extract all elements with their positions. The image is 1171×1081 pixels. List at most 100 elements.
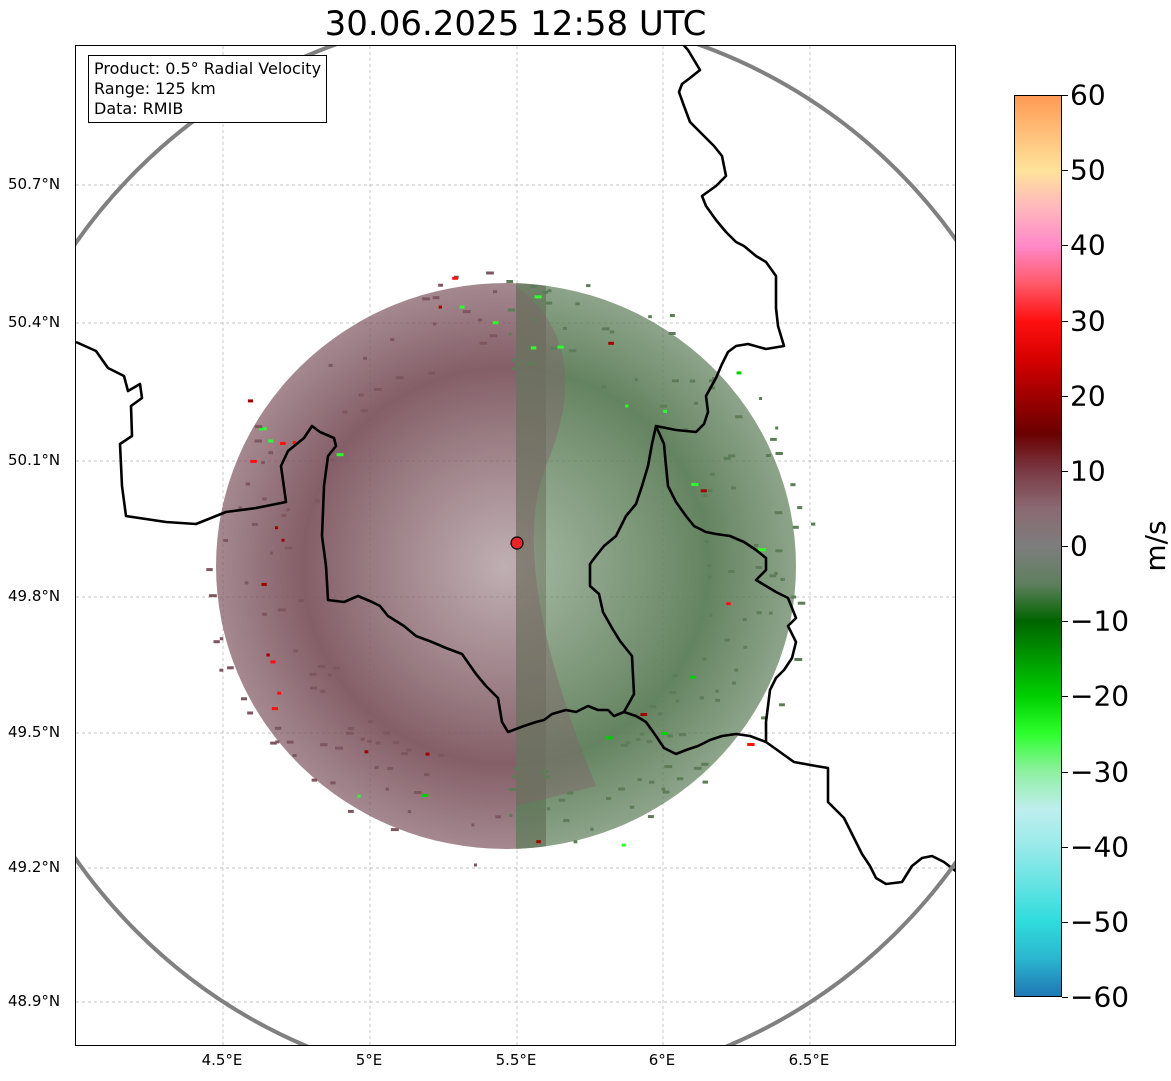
- echo-speckle: [438, 283, 443, 287]
- colorbar-unit-label: m/s: [1139, 520, 1171, 572]
- echo-speckle: [213, 640, 220, 644]
- echo-speckle: [428, 371, 436, 375]
- radar-map[interactable]: [75, 45, 956, 1046]
- colorbar-tick: [1062, 320, 1068, 322]
- echo-speckle: [797, 506, 803, 510]
- echo-speckle: [754, 544, 759, 547]
- echo-speckle: [735, 415, 743, 419]
- echo-speckle: [335, 746, 344, 750]
- echo-speckle: [385, 787, 390, 791]
- echo-speckle: [662, 790, 670, 794]
- colorbar-tick-label: 20: [1070, 379, 1106, 413]
- echo-speckle: [775, 549, 783, 553]
- echo-speckle: [515, 363, 521, 366]
- echo-speckle: [280, 441, 286, 445]
- lon-tick-label: 5°E: [355, 1051, 383, 1069]
- lat-tick-label: 50.7°N: [8, 175, 61, 193]
- colorbar-tick: [1062, 170, 1068, 172]
- echo-speckle: [318, 664, 326, 668]
- colorbar-tick: [1062, 621, 1068, 623]
- radar-site-marker[interactable]: [510, 536, 524, 550]
- echo-speckle: [315, 499, 320, 503]
- lon-tick-label: 6°E: [648, 1051, 676, 1069]
- echo-speckle: [512, 775, 517, 779]
- echo-speckle: [493, 290, 498, 294]
- echo-speckle: [479, 341, 488, 345]
- echo-speckle: [621, 843, 626, 847]
- echo-speckle: [530, 346, 537, 350]
- echo-speckle: [562, 326, 567, 330]
- echo-speckle: [277, 691, 282, 695]
- echo-speckle: [532, 318, 537, 322]
- echo-speckle: [669, 314, 675, 317]
- echo-speckle: [327, 673, 332, 677]
- echo-speckle: [675, 699, 680, 703]
- echo-speckle: [723, 456, 731, 460]
- colorbar-tick-label: −20: [1070, 679, 1130, 713]
- echo-speckle: [693, 401, 699, 405]
- echo-speckle: [383, 731, 391, 735]
- echo-speckle: [425, 752, 430, 756]
- echo-speckle: [701, 762, 709, 766]
- echo-speckle: [636, 738, 641, 741]
- echo-speckle: [601, 385, 607, 389]
- echo-speckle: [780, 577, 785, 581]
- colorbar-tick-label: 30: [1070, 304, 1106, 337]
- echo-speckle: [637, 778, 642, 782]
- echo-speckle: [266, 653, 270, 657]
- echo-speckle: [530, 285, 537, 289]
- echo-speckle: [336, 453, 344, 457]
- echo-speckle: [586, 284, 591, 288]
- echo-speckle: [330, 458, 335, 462]
- echo-speckle: [286, 740, 294, 744]
- echo-speckle: [704, 540, 709, 544]
- echo-speckle: [661, 731, 669, 735]
- echo-speckle: [768, 611, 773, 615]
- echo-speckle: [774, 572, 778, 576]
- echo-speckle: [387, 766, 393, 770]
- echo-speckle: [258, 427, 267, 431]
- echo-speckle: [590, 827, 594, 831]
- echo-speckle: [247, 711, 253, 715]
- echo-speckle: [731, 681, 737, 685]
- colorbar-tick: [1062, 846, 1068, 848]
- echo-speckle: [639, 732, 645, 736]
- echo-speckle: [241, 697, 247, 701]
- echo-speckle: [545, 301, 553, 305]
- echo-speckle: [679, 733, 687, 737]
- echo-speckle: [775, 452, 783, 455]
- echo-speckle: [712, 377, 717, 381]
- echo-speckle: [452, 276, 458, 280]
- echo-speckle: [710, 472, 715, 476]
- echo-speckle: [726, 602, 731, 606]
- echo-speckle: [292, 754, 297, 757]
- echo-speckle: [208, 594, 217, 598]
- echo-speckle: [526, 362, 535, 365]
- echo-speckle: [367, 739, 372, 743]
- echo-speckle: [292, 441, 297, 444]
- echo-speckle: [406, 748, 412, 752]
- echo-speckle: [546, 807, 551, 811]
- echo-speckle: [508, 787, 517, 791]
- echo-speckle: [743, 645, 748, 649]
- echo-speckle: [277, 608, 286, 612]
- echo-speckle: [702, 780, 708, 784]
- echo-speckle: [757, 548, 766, 552]
- colorbar-tick: [1062, 95, 1068, 96]
- echo-speckle: [254, 439, 262, 443]
- range-label: Range: 125 km: [94, 79, 216, 98]
- echo-speckle: [474, 863, 477, 867]
- colorbar-tick: [1062, 245, 1068, 247]
- echo-speckle: [478, 318, 483, 322]
- echo-speckle: [756, 611, 762, 615]
- echo-speckle: [657, 712, 662, 716]
- lon-tick-label: 5.5°E: [495, 1051, 537, 1069]
- echo-speckle: [333, 666, 341, 670]
- echo-speckle: [223, 539, 229, 542]
- echo-speckle: [640, 713, 648, 716]
- echo-speckle: [268, 439, 274, 443]
- echo-speckle: [508, 332, 512, 336]
- echo-speckle: [775, 426, 779, 430]
- echo-speckle: [797, 601, 806, 605]
- echo-speckle: [390, 828, 399, 832]
